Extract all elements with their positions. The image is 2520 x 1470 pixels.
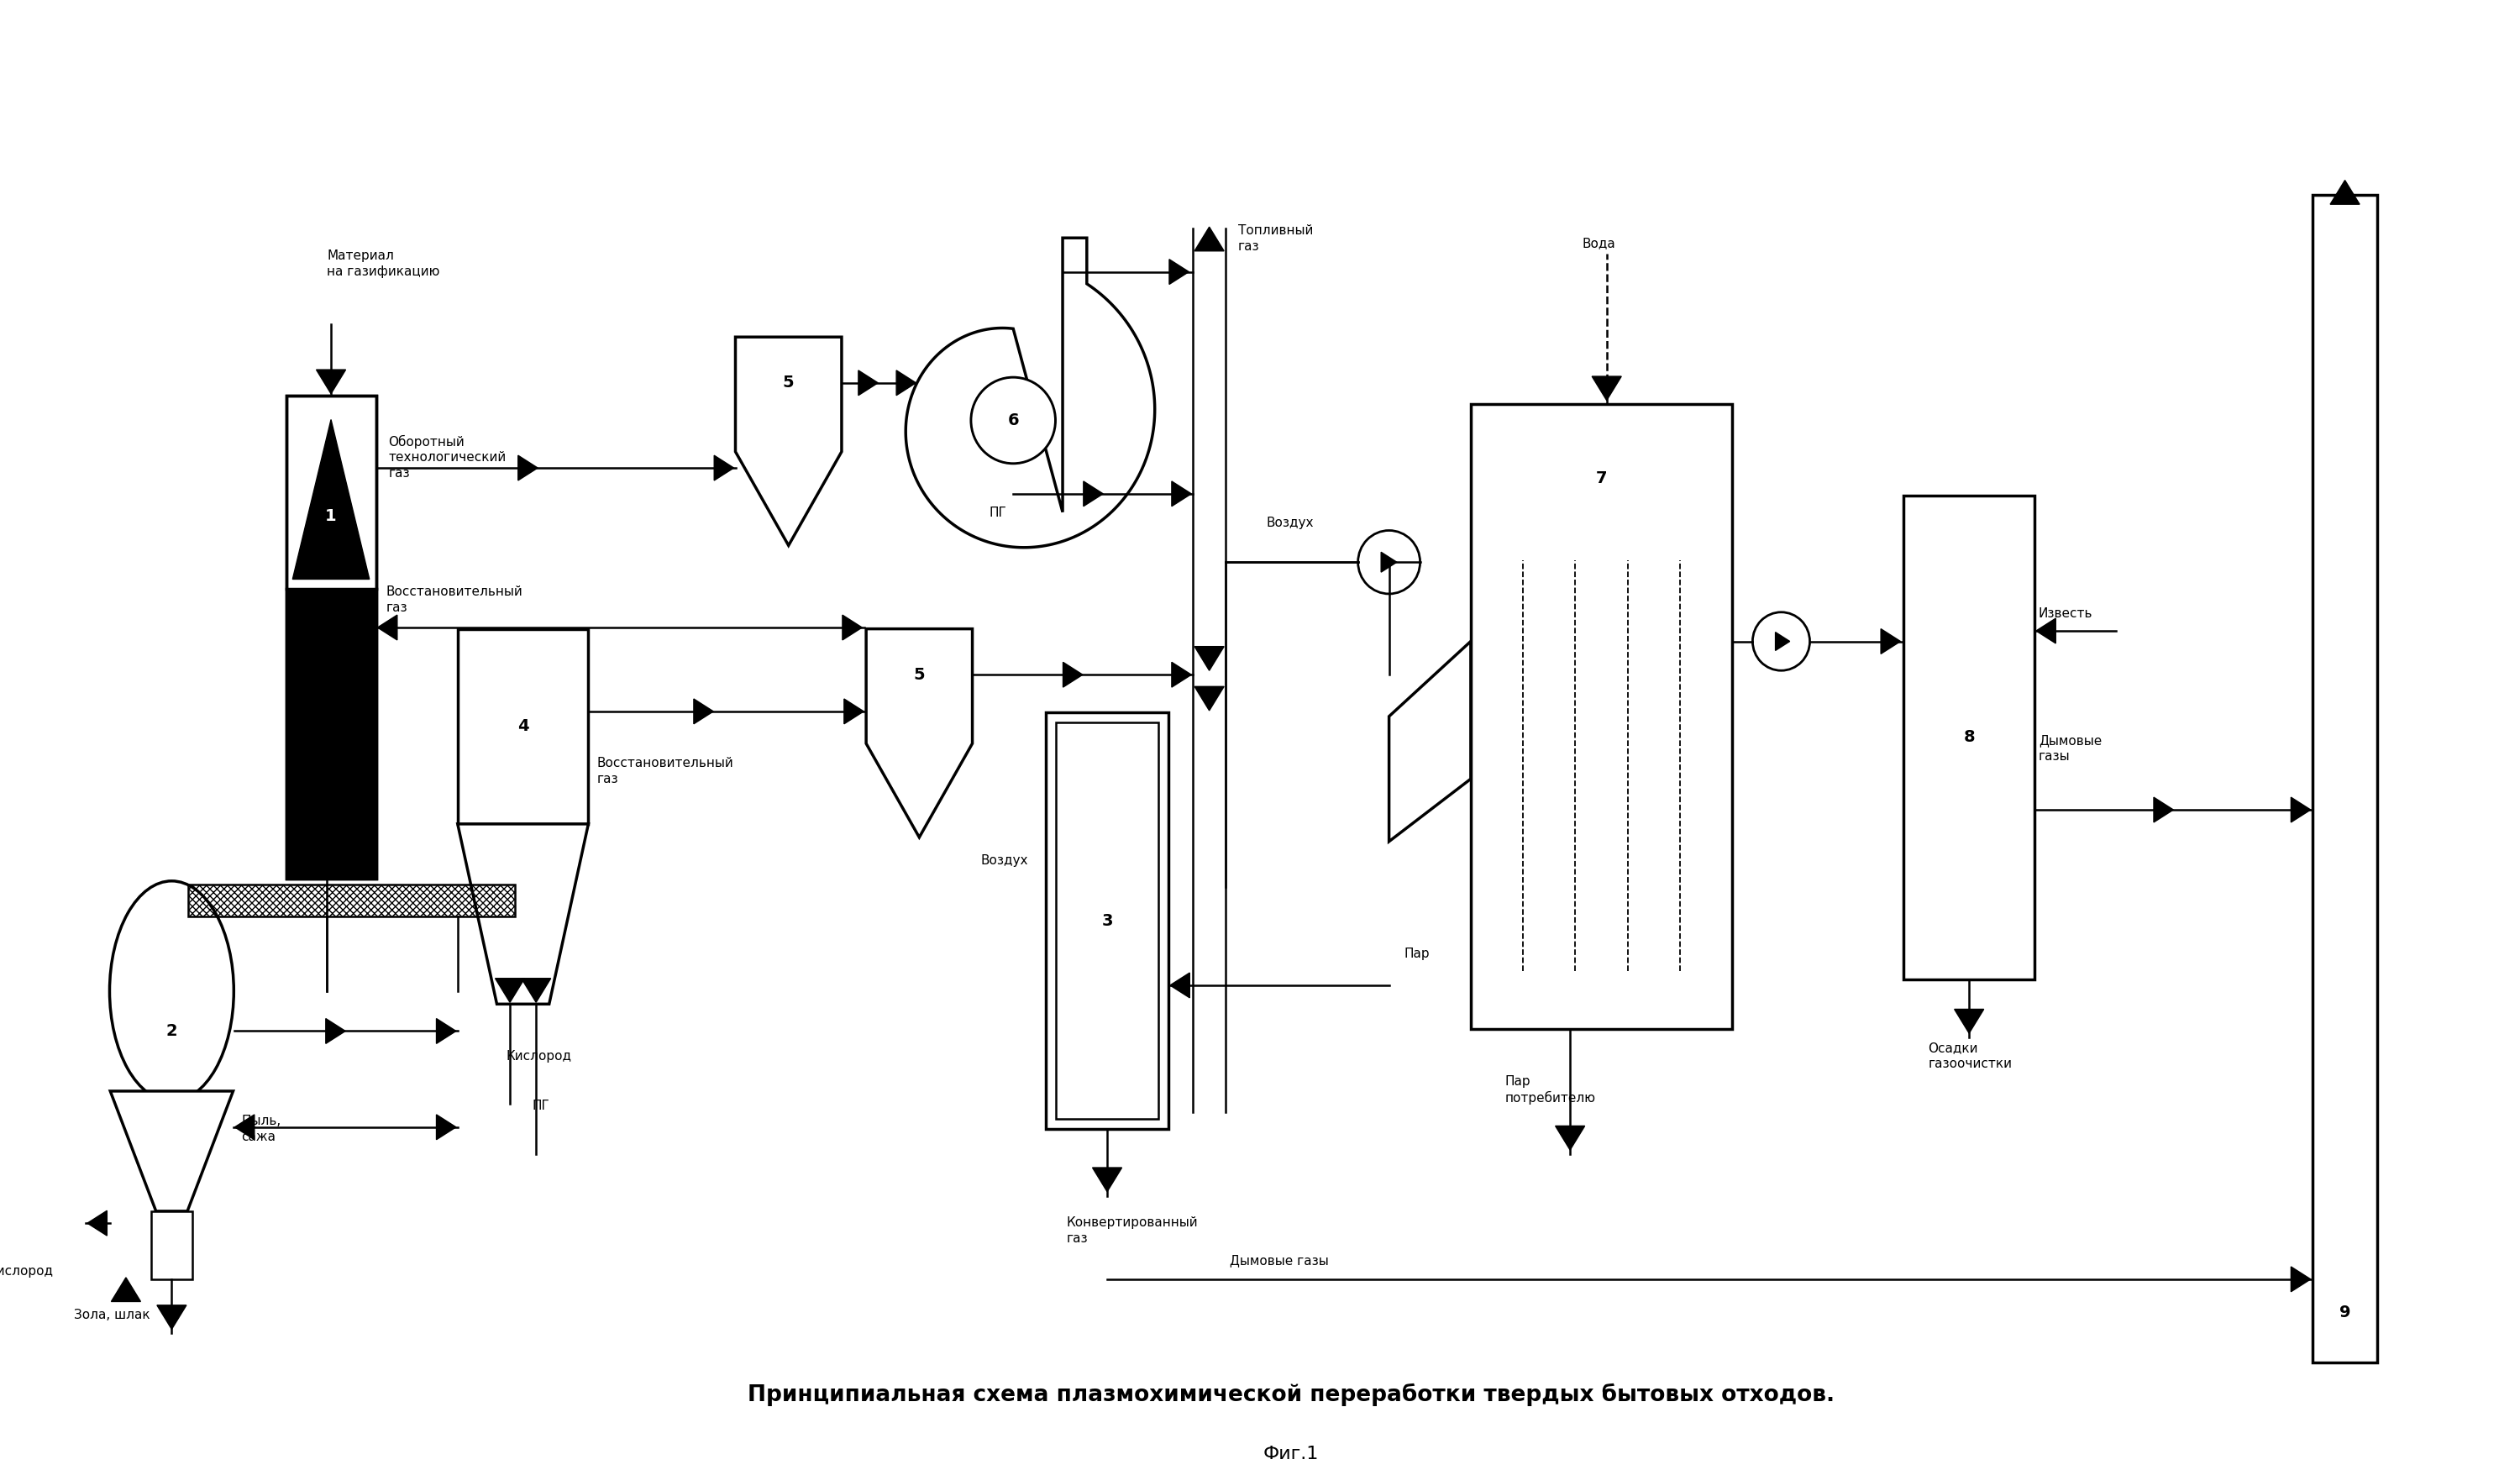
Polygon shape <box>736 337 842 545</box>
Text: 5: 5 <box>915 667 925 682</box>
FancyBboxPatch shape <box>1472 404 1731 1029</box>
Polygon shape <box>1389 641 1472 841</box>
Text: Осадки
газоочистки: Осадки газоочистки <box>1928 1042 2013 1070</box>
Polygon shape <box>2291 1267 2311 1292</box>
Text: Конвертированный
газ: Конвертированный газ <box>1066 1217 1197 1245</box>
Text: 5: 5 <box>784 375 794 391</box>
Polygon shape <box>1194 647 1225 670</box>
Text: 9: 9 <box>2339 1304 2351 1320</box>
Polygon shape <box>2331 181 2359 204</box>
Polygon shape <box>312 853 343 878</box>
Polygon shape <box>1063 662 1084 686</box>
Polygon shape <box>318 369 345 394</box>
Polygon shape <box>1169 259 1189 284</box>
Text: Кислород: Кислород <box>0 1264 53 1277</box>
Text: Воздух: Воздух <box>1268 516 1313 529</box>
Text: Вода: Вода <box>1583 237 1615 250</box>
Polygon shape <box>1777 632 1789 651</box>
Polygon shape <box>842 614 862 639</box>
Polygon shape <box>693 698 713 723</box>
Polygon shape <box>459 825 587 1004</box>
Circle shape <box>1358 531 1421 594</box>
Text: 8: 8 <box>1963 729 1976 745</box>
Text: Топливный
газ: Топливный газ <box>1237 225 1313 253</box>
Polygon shape <box>496 979 524 1003</box>
Text: 7: 7 <box>1595 470 1608 487</box>
Polygon shape <box>325 1019 345 1044</box>
Polygon shape <box>844 698 864 723</box>
Polygon shape <box>1172 662 1192 686</box>
Text: Пыль,
сажа: Пыль, сажа <box>242 1114 282 1142</box>
Text: Пар
потребителю: Пар потребителю <box>1504 1075 1595 1104</box>
Polygon shape <box>1094 1167 1121 1192</box>
Text: Оборотный
технологический
газ: Оборотный технологический газ <box>388 435 507 479</box>
FancyBboxPatch shape <box>1903 495 2034 979</box>
Polygon shape <box>1084 481 1104 506</box>
Polygon shape <box>111 1091 234 1211</box>
Polygon shape <box>713 456 733 481</box>
FancyBboxPatch shape <box>151 1211 192 1279</box>
Polygon shape <box>1169 973 1189 998</box>
Text: Дымовые газы: Дымовые газы <box>1230 1254 1328 1267</box>
Polygon shape <box>2155 797 2172 822</box>
Text: Восстановительный
газ: Восстановительный газ <box>386 587 522 614</box>
Polygon shape <box>2036 619 2056 644</box>
Polygon shape <box>1194 226 1225 251</box>
Text: Фиг.1: Фиг.1 <box>1263 1446 1318 1463</box>
Polygon shape <box>378 614 398 639</box>
Polygon shape <box>522 979 552 1003</box>
Polygon shape <box>905 238 1154 547</box>
Text: Материал
на газификацию: Материал на газификацию <box>328 250 441 278</box>
Text: 3: 3 <box>1101 913 1114 929</box>
Polygon shape <box>1593 376 1620 400</box>
Polygon shape <box>1555 1126 1585 1150</box>
FancyBboxPatch shape <box>1046 713 1169 1129</box>
Polygon shape <box>2291 797 2311 822</box>
Text: 6: 6 <box>1008 413 1018 428</box>
FancyBboxPatch shape <box>459 629 587 825</box>
Polygon shape <box>111 1277 141 1301</box>
Circle shape <box>1751 612 1809 670</box>
Polygon shape <box>156 1305 186 1329</box>
Text: Зола, шлак: Зола, шлак <box>73 1308 149 1322</box>
Polygon shape <box>436 1114 456 1139</box>
Text: ПГ: ПГ <box>988 506 1005 519</box>
Text: Воздух: Воздух <box>980 854 1028 867</box>
Circle shape <box>970 378 1056 463</box>
Text: 2: 2 <box>166 1023 176 1039</box>
Polygon shape <box>1172 481 1192 506</box>
FancyBboxPatch shape <box>287 589 375 879</box>
Text: Дымовые
газы: Дымовые газы <box>2039 735 2102 763</box>
Polygon shape <box>88 1211 106 1236</box>
Polygon shape <box>436 1019 456 1044</box>
Polygon shape <box>292 419 370 579</box>
Text: Кислород: Кислород <box>507 1050 572 1063</box>
Polygon shape <box>1381 553 1396 572</box>
Text: 1: 1 <box>325 509 338 525</box>
Polygon shape <box>1956 1010 1983 1033</box>
Polygon shape <box>867 629 973 838</box>
Text: ПГ: ПГ <box>532 1100 549 1113</box>
Text: Пар: Пар <box>1404 948 1429 960</box>
Text: 4: 4 <box>517 719 529 735</box>
FancyBboxPatch shape <box>287 395 375 589</box>
Polygon shape <box>1880 629 1900 654</box>
Polygon shape <box>519 456 537 481</box>
Text: Восстановительный
газ: Восстановительный газ <box>597 757 733 785</box>
Text: Известь: Известь <box>2039 607 2092 620</box>
FancyBboxPatch shape <box>2313 196 2376 1363</box>
Ellipse shape <box>108 881 234 1101</box>
FancyBboxPatch shape <box>1056 722 1159 1119</box>
Polygon shape <box>897 370 915 395</box>
Polygon shape <box>234 1114 255 1139</box>
Polygon shape <box>859 370 877 395</box>
Polygon shape <box>1194 686 1225 710</box>
Text: Принципиальная схема плазмохимической переработки твердых бытовых отходов.: Принципиальная схема плазмохимической пе… <box>748 1383 1835 1407</box>
